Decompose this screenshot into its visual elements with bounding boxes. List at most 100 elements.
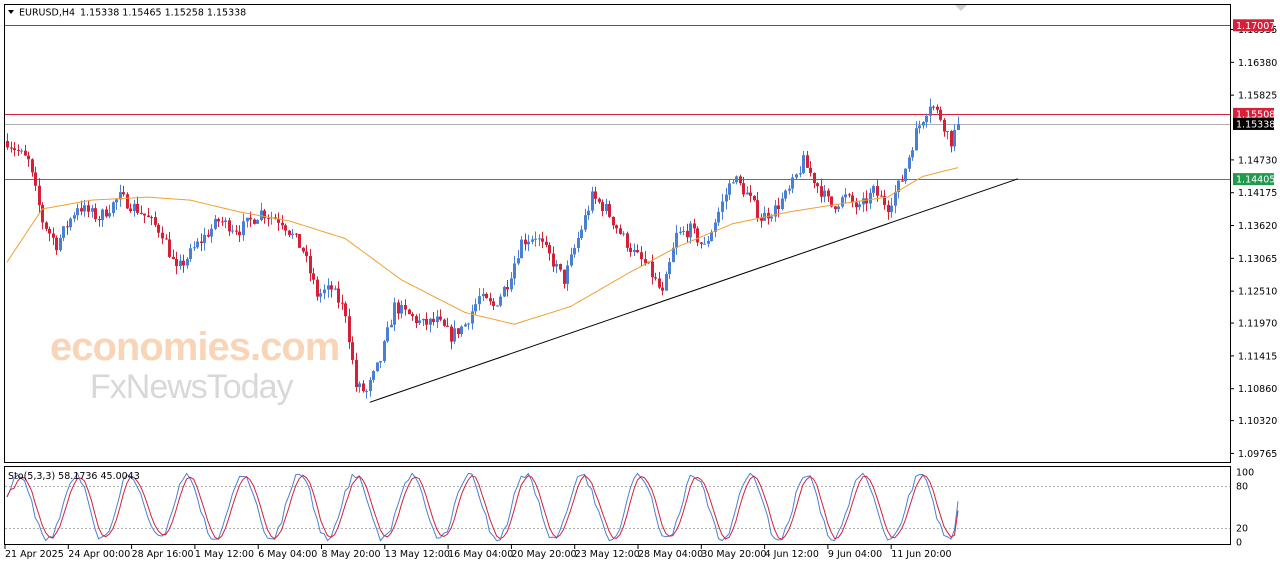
candle-264 [936,104,939,114]
candle-178 [633,243,636,257]
time-label-0: 21 Apr 2025 [5,549,64,560]
candle-163 [580,225,583,241]
candle-239 [848,192,851,198]
candle-33 [122,185,125,197]
price-badge-label-2: 1.15338 [1236,119,1275,130]
candle-57 [207,229,210,238]
candle-259 [918,120,921,134]
candle-168 [598,197,601,204]
candle-206 [732,179,735,184]
candle-100 [358,381,361,393]
candle-141 [503,285,506,298]
candle-254 [901,174,904,182]
price-tick-11: 1.10320 [1238,416,1277,427]
price-tick-1: 1.16380 [1238,58,1277,69]
candle-91 [327,278,330,298]
candle-121 [432,311,435,326]
price-badge-2 [1233,117,1274,130]
price-badge-label-0: 1.17007 [1236,21,1275,32]
candle-159 [566,260,569,291]
candle-189 [672,242,675,263]
candle-204 [725,187,728,210]
candle-98 [351,336,354,365]
candle-192 [682,226,685,236]
candle-21 [80,200,83,216]
candle-207 [735,175,738,185]
candle-224 [795,173,798,179]
candle-220 [781,192,784,211]
candle-212 [753,195,756,202]
candle-229 [813,172,816,189]
price-tick-8: 1.11970 [1238,319,1277,330]
candle-193 [686,223,689,243]
candle-143 [510,272,513,292]
candle-244 [865,190,868,212]
candle-26 [98,215,101,227]
price-tick-10: 1.10860 [1238,384,1277,395]
stoch-tick-100: 100 [1236,468,1254,479]
candle-205 [728,180,731,200]
candle-80 [288,229,291,238]
candle-6 [27,151,30,167]
candle-16 [62,225,65,241]
candle-24 [91,204,94,218]
time-label-8: 20 May 20:00 [511,549,576,560]
symbol-dropdown-icon[interactable] [8,10,14,14]
candle-137 [489,292,492,305]
time-label-7: 16 May 04:00 [448,549,513,560]
candle-61 [221,216,224,227]
candle-190 [675,224,678,255]
candle-263 [932,105,935,111]
stochastic-pane[interactable] [4,466,1231,545]
candle-28 [105,206,108,218]
candle-51 [186,257,189,269]
candle-242 [858,201,861,211]
candle-53 [193,241,196,252]
chart-shift-marker-icon[interactable] [955,5,967,11]
candle-225 [799,166,802,178]
candle-93 [334,285,337,291]
time-label-3: 1 May 12:00 [195,549,254,560]
candle-265 [939,106,942,122]
time-label-11: 30 May 20:00 [701,549,766,560]
candle-232 [823,185,826,203]
time-label-5: 8 May 20:00 [322,549,381,560]
candle-13 [52,227,55,246]
candle-246 [872,184,875,197]
candle-90 [323,284,326,300]
price-tick-12: 1.09765 [1238,449,1277,460]
time-label-2: 28 Apr 16:00 [132,549,194,560]
trendline[interactable] [369,178,1019,403]
candle-11 [45,221,48,232]
candle-39 [143,213,146,224]
ascending-trendline[interactable] [369,178,1019,403]
candle-171 [608,200,611,218]
stoch-tick-80: 80 [1236,482,1248,493]
candle-260 [922,121,925,129]
candle-25 [94,203,97,223]
candle-250 [887,200,890,220]
candle-128 [457,328,460,338]
candle-173 [615,224,618,234]
candle-71 [256,219,259,224]
candle-34 [126,192,129,210]
candle-158 [563,269,566,289]
stochastic-lines [5,472,1230,542]
moving-average [6,167,959,325]
candle-65 [235,225,238,236]
candle-160 [570,247,573,268]
candle-1 [10,141,13,153]
price-tick-5: 1.13620 [1238,221,1277,232]
candle-127 [453,320,456,344]
candle-126 [450,324,453,350]
candle-257 [911,146,914,161]
candle-172 [612,216,615,230]
candle-30 [112,201,115,217]
candle-106 [379,360,382,369]
price-axis: 1.169351.163801.158251.147301.141751.136… [1230,19,1277,460]
candle-231 [820,178,823,203]
candle-188 [668,257,671,280]
candle-44 [161,226,164,245]
candle-7 [31,158,34,177]
